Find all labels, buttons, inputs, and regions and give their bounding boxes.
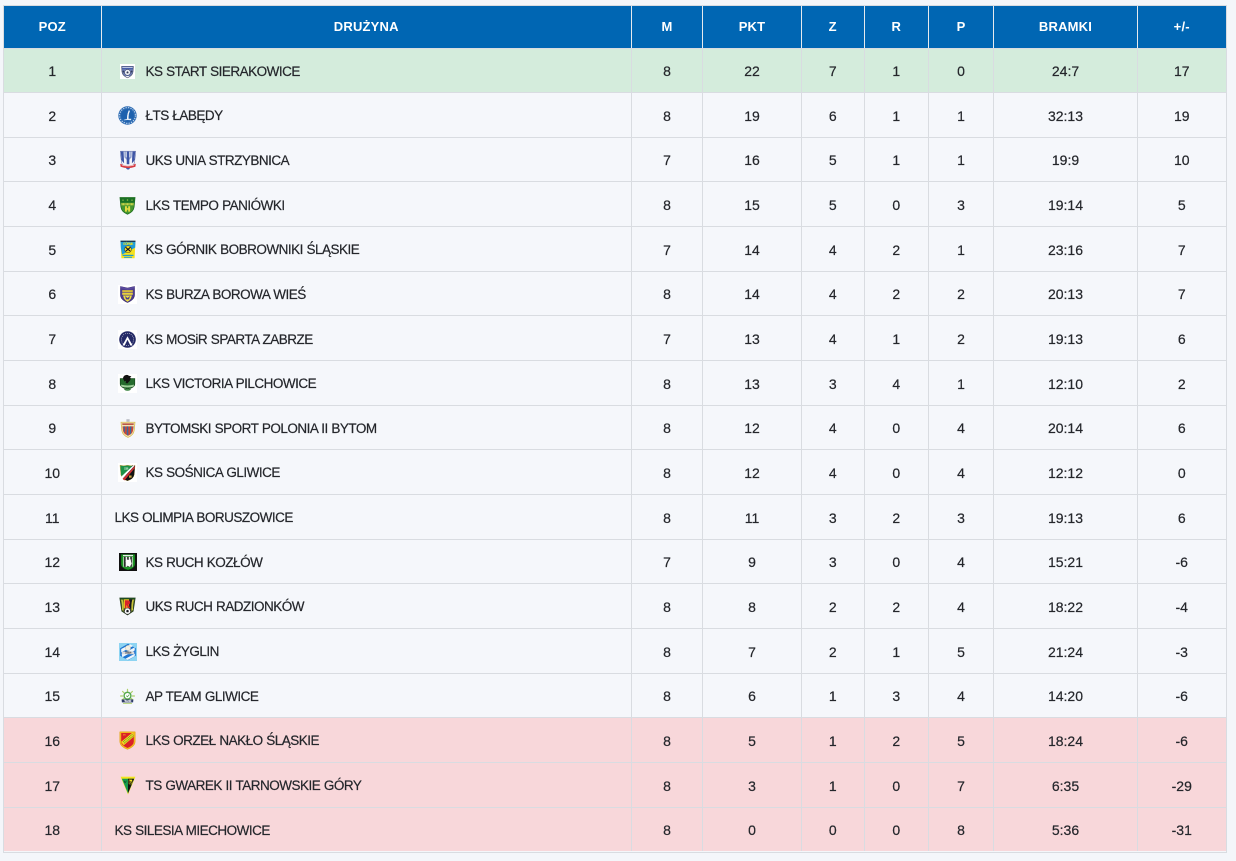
svg-text:TEAM: TEAM bbox=[124, 699, 132, 703]
svg-text:1928: 1928 bbox=[124, 467, 129, 471]
svg-text:LKS: LKS bbox=[123, 735, 127, 737]
svg-text:GÓRNIK: GÓRNIK bbox=[123, 241, 134, 246]
svg-text:ŻYGLIN: ŻYGLIN bbox=[125, 651, 132, 654]
